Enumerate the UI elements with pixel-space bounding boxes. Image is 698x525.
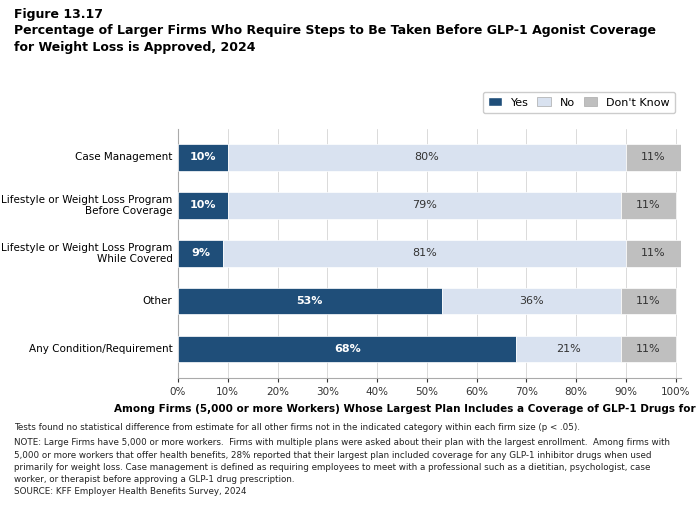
Text: 68%: 68%: [334, 344, 361, 354]
Bar: [178, 336, 517, 362]
Text: 9%: 9%: [191, 248, 210, 258]
Text: 11%: 11%: [636, 201, 660, 211]
Bar: [621, 192, 676, 218]
Bar: [223, 240, 626, 267]
Text: Figure 13.17: Figure 13.17: [14, 8, 103, 21]
Text: 10%: 10%: [190, 201, 216, 211]
Bar: [621, 336, 676, 362]
Text: 80%: 80%: [415, 152, 439, 162]
Text: 81%: 81%: [412, 248, 437, 258]
Bar: [626, 240, 681, 267]
Bar: [178, 288, 442, 314]
X-axis label: Among Firms (5,000 or more Workers) Whose Largest Plan Includes a Coverage of GL: Among Firms (5,000 or more Workers) Whos…: [114, 404, 698, 414]
Bar: [228, 144, 626, 171]
Text: NOTE: Large Firms have 5,000 or more workers.  Firms with multiple plans were as: NOTE: Large Firms have 5,000 or more wor…: [14, 438, 670, 496]
Text: Percentage of Larger Firms Who Require Steps to Be Taken Before GLP-1 Agonist Co: Percentage of Larger Firms Who Require S…: [14, 24, 656, 54]
Bar: [178, 240, 223, 267]
Bar: [517, 336, 621, 362]
Bar: [178, 192, 228, 218]
Text: 36%: 36%: [519, 296, 544, 306]
Bar: [621, 288, 676, 314]
Text: 11%: 11%: [641, 248, 665, 258]
Text: 53%: 53%: [297, 296, 323, 306]
Bar: [178, 144, 228, 171]
Text: 79%: 79%: [412, 201, 437, 211]
Bar: [228, 192, 621, 218]
Text: 10%: 10%: [190, 152, 216, 162]
Text: 11%: 11%: [636, 344, 660, 354]
Text: 21%: 21%: [556, 344, 581, 354]
Bar: [626, 144, 681, 171]
Text: 11%: 11%: [636, 296, 660, 306]
Legend: Yes, No, Don't Know: Yes, No, Don't Know: [483, 91, 675, 113]
Text: 11%: 11%: [641, 152, 665, 162]
Bar: [442, 288, 621, 314]
Text: Tests found no statistical difference from estimate for all other firms not in t: Tests found no statistical difference fr…: [14, 423, 580, 432]
